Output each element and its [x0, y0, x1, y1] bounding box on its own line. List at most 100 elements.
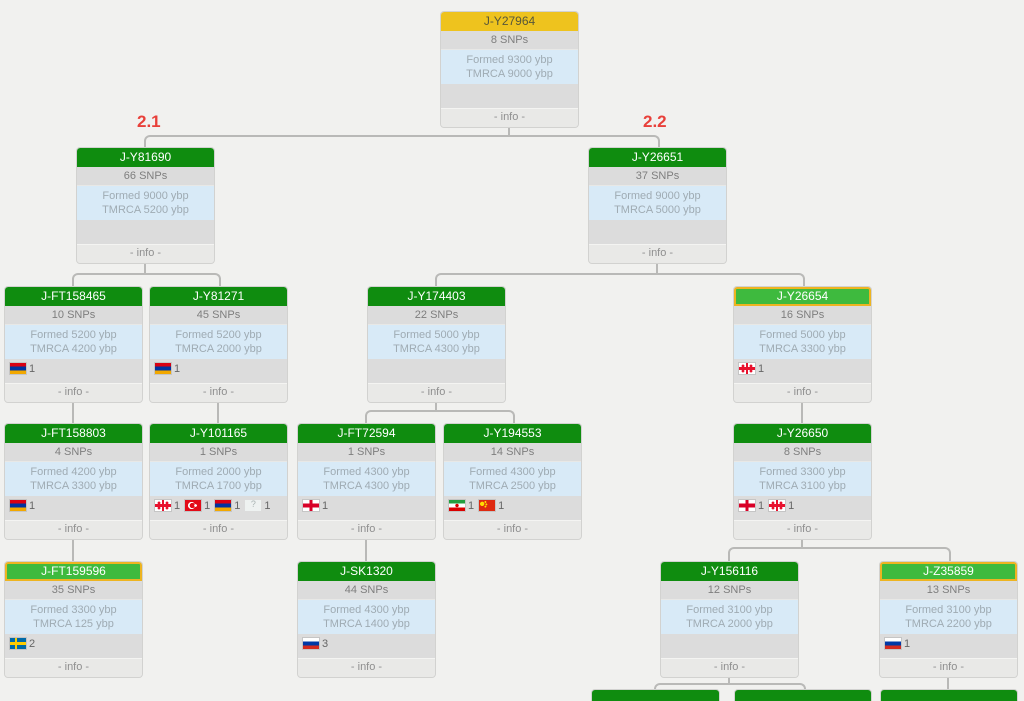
flag-count: 1	[468, 500, 475, 513]
flag-armenia-icon	[10, 363, 26, 374]
flag-georgia-icon	[155, 500, 171, 511]
info-link[interactable]: - info -	[77, 244, 214, 263]
snp-count[interactable]: 12 SNPs	[707, 584, 752, 596]
info-link[interactable]: - info -	[5, 520, 142, 539]
haplogroup-header[interactable]: J-Y26651	[589, 148, 726, 167]
haplogroup-header[interactable]: J-Y101165	[150, 424, 287, 443]
snp-count[interactable]: 14 SNPs	[490, 446, 535, 458]
haplogroup-header[interactable]: J-Y26650	[734, 424, 871, 443]
tmrca-label: TMRCA 2200 ybp	[905, 618, 992, 630]
snp-count[interactable]: 1 SNPs	[347, 446, 386, 458]
snp-count[interactable]: 44 SNPs	[344, 584, 389, 596]
snp-count[interactable]: 1 SNPs	[199, 446, 238, 458]
haplogroup-header-highlighted[interactable]: J-Y26654	[734, 287, 871, 306]
info-link[interactable]: - info -	[368, 383, 505, 402]
age-estimate: Formed 9300 ybp TMRCA 9000 ybp	[441, 49, 578, 84]
info-link[interactable]: - info -	[734, 520, 871, 539]
sample-flags: 1	[150, 359, 287, 383]
tmrca-label: TMRCA 2500 ybp	[469, 480, 556, 492]
info-link[interactable]: - info -	[880, 658, 1017, 677]
age-estimate: Formed 4300 ybp TMRCA 2500 ybp	[444, 461, 581, 496]
sample-flags	[368, 359, 505, 383]
flag-armenia-icon	[155, 363, 171, 374]
flag-count: 3	[322, 638, 329, 651]
haplogroup-header[interactable]: J-FT158465	[5, 287, 142, 306]
info-link[interactable]: - info -	[150, 383, 287, 402]
info-link[interactable]: - info -	[298, 658, 435, 677]
connector-line	[508, 127, 510, 135]
age-estimate: Formed 4200 ybp TMRCA 3300 ybp	[5, 461, 142, 496]
formed-label: Formed 2000 ybp	[175, 466, 262, 478]
branch-label-2-1: 2.1	[137, 112, 161, 131]
tree-node-J-FT158803: J-FT158803 4 SNPs Formed 4200 ybp TMRCA …	[5, 424, 142, 539]
connector-line	[144, 135, 660, 150]
sample-flags	[661, 634, 798, 658]
flag-sweden-icon	[10, 638, 26, 649]
haplogroup-header[interactable]: J-Y174403	[368, 287, 505, 306]
sample-flags: 1	[5, 496, 142, 520]
snp-count[interactable]: 35 SNPs	[51, 584, 96, 596]
flag-count: 1	[264, 500, 271, 513]
haplogroup-header[interactable]: J-Y194553	[444, 424, 581, 443]
info-link[interactable]: - info -	[441, 108, 578, 127]
connector-line	[365, 539, 367, 562]
formed-label: Formed 3300 ybp	[30, 604, 117, 616]
snp-count[interactable]: 37 SNPs	[635, 170, 680, 182]
flag-unknown-icon	[245, 499, 262, 511]
info-link[interactable]: - info -	[150, 520, 287, 539]
connector-line	[801, 402, 803, 424]
flag-armenia-icon	[10, 500, 26, 511]
haplogroup-header[interactable]: J-FT72594	[298, 424, 435, 443]
connector-line	[656, 263, 658, 273]
age-estimate: Formed 5200 ybp TMRCA 2000 ybp	[150, 324, 287, 359]
snp-count[interactable]: 10 SNPs	[51, 309, 96, 321]
snp-count[interactable]: 22 SNPs	[414, 309, 459, 321]
formed-label: Formed 3100 ybp	[686, 604, 773, 616]
sample-flags: 2	[5, 634, 142, 658]
tree-node-partial[interactable]	[592, 690, 719, 701]
snp-count[interactable]: 8 SNPs	[783, 446, 822, 458]
tree-node-J-Y27964: J-Y27964 8 SNPs Formed 9300 ybp TMRCA 90…	[441, 12, 578, 127]
haplogroup-header[interactable]: J-SK1320	[298, 562, 435, 581]
tree-node-partial[interactable]	[735, 690, 871, 701]
age-estimate: Formed 5000 ybp TMRCA 4300 ybp	[368, 324, 505, 359]
haplogroup-header[interactable]: J-Y81690	[77, 148, 214, 167]
haplogroup-header[interactable]: J-FT158803	[5, 424, 142, 443]
info-link[interactable]: - info -	[661, 658, 798, 677]
flag-count: 1	[29, 500, 36, 513]
branch-label-2-2: 2.2	[643, 112, 667, 131]
flag-england-icon	[739, 500, 755, 511]
haplogroup-header[interactable]: J-Y27964	[441, 12, 578, 31]
flag-count: 1	[904, 638, 911, 651]
info-link[interactable]: - info -	[5, 658, 142, 677]
haplogroup-header[interactable]: J-Y81271	[150, 287, 287, 306]
tree-node-J-Y174403: J-Y174403 22 SNPs Formed 5000 ybp TMRCA …	[368, 287, 505, 402]
snp-count[interactable]: 4 SNPs	[54, 446, 93, 458]
snp-count[interactable]: 45 SNPs	[196, 309, 241, 321]
tmrca-label: TMRCA 1400 ybp	[323, 618, 410, 630]
formed-label: Formed 9000 ybp	[102, 190, 189, 202]
snp-count[interactable]: 13 SNPs	[926, 584, 971, 596]
tree-node-J-Y194553: J-Y194553 14 SNPs Formed 4300 ybp TMRCA …	[444, 424, 581, 539]
haplogroup-header[interactable]: J-Y156116	[661, 562, 798, 581]
snp-count[interactable]: 66 SNPs	[123, 170, 168, 182]
info-link[interactable]: - info -	[734, 383, 871, 402]
haplogroup-header-highlighted[interactable]: J-Z35859	[880, 562, 1017, 581]
info-link[interactable]: - info -	[298, 520, 435, 539]
age-estimate: Formed 5200 ybp TMRCA 4200 ybp	[5, 324, 142, 359]
tree-node-J-FT158465: J-FT158465 10 SNPs Formed 5200 ybp TMRCA…	[5, 287, 142, 402]
info-link[interactable]: - info -	[5, 383, 142, 402]
flag-count: 1	[322, 500, 329, 513]
formed-label: Formed 5200 ybp	[175, 329, 262, 341]
tree-node-partial[interactable]	[881, 690, 1017, 701]
info-link[interactable]: - info -	[444, 520, 581, 539]
snp-count[interactable]: 8 SNPs	[490, 34, 529, 46]
sample-flags	[441, 84, 578, 108]
connector-line	[947, 677, 949, 690]
connector-line	[435, 273, 805, 289]
flag-turkey-icon	[185, 500, 202, 511]
tree-node-J-Y81271: J-Y81271 45 SNPs Formed 5200 ybp TMRCA 2…	[150, 287, 287, 402]
snp-count[interactable]: 16 SNPs	[780, 309, 825, 321]
info-link[interactable]: - info -	[589, 244, 726, 263]
haplogroup-header-highlighted[interactable]: J-FT159596	[5, 562, 142, 581]
